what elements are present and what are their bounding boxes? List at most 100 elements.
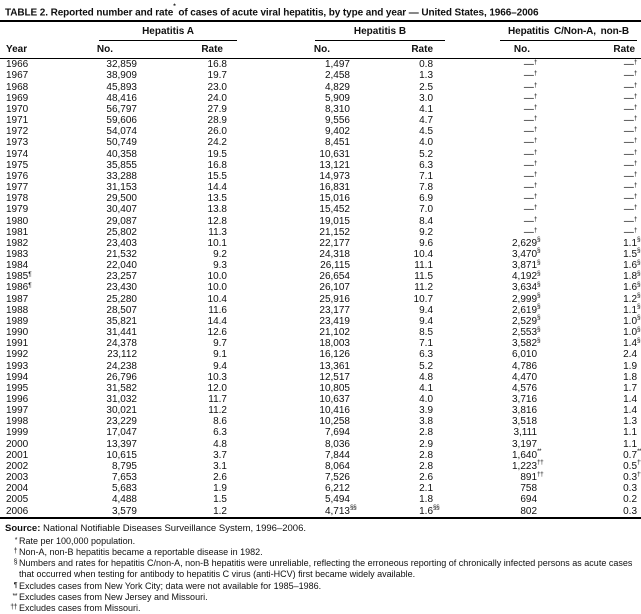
value-cell: 9,556 xyxy=(240,115,362,126)
value-cell: 25,280 xyxy=(72,294,150,305)
col-header-c-no: No. xyxy=(450,41,543,60)
cell-value: —† xyxy=(523,70,538,82)
value-cell: 9.4 xyxy=(362,305,450,316)
cell-value: 33,288 xyxy=(106,170,137,182)
value-cell: 24.0 xyxy=(150,93,240,104)
year-cell: 1996 xyxy=(0,394,72,405)
cell-value: 16,126 xyxy=(319,349,350,361)
value-cell: 1.2 xyxy=(150,506,240,518)
source-line: Source: National Notifiable Diseases Sur… xyxy=(0,519,641,534)
footnote-marker: † xyxy=(533,148,538,156)
cell-value: 14.4 xyxy=(207,315,227,327)
value-cell: —† xyxy=(542,93,641,104)
cell-value: 10.4 xyxy=(207,293,227,305)
table-row: 1979 30,407 13.8 15,452 7.0 —† —† xyxy=(0,204,641,215)
cell-value: 8.4 xyxy=(419,215,434,227)
footnote-text: Excludes cases from Missouri. xyxy=(19,602,141,613)
value-cell: 13.5 xyxy=(150,193,240,204)
cell-value: 3,470 § xyxy=(511,247,541,260)
cell-value: 1.2 § xyxy=(623,292,641,305)
cell-value: 8,064 xyxy=(324,460,350,472)
cell-value: 1998 xyxy=(6,416,29,428)
cell-value: 10.7 xyxy=(413,293,434,305)
cell-value: —† xyxy=(523,159,538,171)
value-cell: 22,040 xyxy=(72,260,150,271)
year-cell: 1982 xyxy=(0,238,72,249)
footnote: † Non-A, non-B hepatitis became a reporta… xyxy=(5,547,638,558)
cell-value: 21,532 xyxy=(106,248,137,260)
cell-value: 29,500 xyxy=(106,193,137,205)
footnote-marker: † xyxy=(533,92,538,100)
table-row: 1971 59,606 28.9 9,556 4.7 —† —† xyxy=(0,115,641,126)
footnote-marker: §§ xyxy=(350,504,357,512)
cell-value: 1.1 § xyxy=(623,303,641,316)
cell-value: 1988 xyxy=(6,304,29,316)
cell-value: 9.6 xyxy=(419,237,434,249)
value-cell: 26.0 xyxy=(150,126,240,137)
value-cell: 23,112 xyxy=(72,349,150,360)
cell-value: 1968 xyxy=(6,81,29,93)
cell-value: 21,102 xyxy=(319,327,350,339)
value-cell: 2.8 xyxy=(362,450,450,461)
cell-value: 1990 xyxy=(6,327,29,339)
cell-value: —† xyxy=(623,215,638,227)
value-cell: 11.2 xyxy=(362,282,450,293)
value-cell: 6,010 xyxy=(450,349,542,360)
value-cell: 1.7 xyxy=(542,383,641,394)
cell-value: 26.0 xyxy=(207,126,227,138)
value-cell: 6.3 xyxy=(362,349,450,360)
value-cell: 9.7 xyxy=(150,338,240,349)
value-cell: 2.6 xyxy=(150,472,240,483)
value-cell: —† xyxy=(450,227,542,238)
cell-value: 30,021 xyxy=(106,405,137,417)
value-cell: —† xyxy=(542,82,641,93)
year-cell: 1967 xyxy=(0,70,72,81)
value-cell: 5,683 xyxy=(72,483,150,494)
value-cell: 7.8 xyxy=(362,182,450,193)
cell-value: 0.3 xyxy=(623,505,638,517)
value-cell: 8,451 xyxy=(240,137,362,148)
value-cell: 38,909 xyxy=(72,70,150,81)
cell-value: 3.1 xyxy=(213,460,227,472)
footnote-marker: § xyxy=(637,303,641,311)
year-cell: 1991 xyxy=(0,338,72,349)
year-cell: 1987 xyxy=(0,294,72,305)
table-row: 2006 3,579 1.2 4,713 §§ 1.6 §§ 802 0.3 xyxy=(0,504,641,518)
cell-value: 16.8 xyxy=(207,159,227,171)
value-cell: 35,855 xyxy=(72,160,150,171)
value-cell: 2,619 § xyxy=(450,303,542,316)
value-cell: 2.1 xyxy=(362,483,450,494)
value-cell: 23,430 xyxy=(72,282,150,293)
cell-value: 50,749 xyxy=(106,137,137,149)
table-row: 1992 23,112 9.1 16,126 6.3 6,010 2.4 xyxy=(0,349,641,360)
cell-value: 2.6 xyxy=(419,472,434,484)
table-row: 1995 31,582 12.0 10,805 4.1 4,576 1.7 xyxy=(0,383,641,394)
cell-value: 13.5 xyxy=(207,193,227,205)
cell-value: 1976 xyxy=(6,170,29,182)
cell-value: 9.4 xyxy=(419,315,434,327)
footnote: § Numbers and rates for hepatitis C/non-A… xyxy=(5,558,638,580)
cell-value: 4,192 § xyxy=(511,269,541,283)
year-cell: 1985¶ xyxy=(0,271,72,282)
cell-value: 3,816 xyxy=(511,405,538,417)
cell-value: 7.8 xyxy=(419,182,434,194)
cell-value: 3,518 xyxy=(511,416,538,428)
year-cell: 2001 xyxy=(0,450,72,461)
value-cell: 1.2 § xyxy=(542,292,641,305)
value-cell: 10.3 xyxy=(150,372,240,383)
footnote-marker: † xyxy=(633,70,638,78)
value-cell: 3,197 xyxy=(450,439,542,450)
value-cell: 12,517 xyxy=(240,372,362,383)
cell-value: 758 xyxy=(520,483,538,495)
value-cell: 11.1 xyxy=(362,260,450,271)
cell-value: 23.0 xyxy=(207,81,227,93)
cell-value: —† xyxy=(623,226,638,238)
year-cell: 1974 xyxy=(0,149,72,160)
value-cell: 6,212 xyxy=(240,483,362,494)
cell-value: 1.1 xyxy=(623,438,638,450)
table-row: 1975 35,855 16.8 13,121 6.3 —† —† xyxy=(0,160,641,171)
cell-value: —† xyxy=(623,103,638,115)
cell-value: 1.9 xyxy=(623,360,638,372)
value-cell: 1.3 xyxy=(542,416,641,427)
table-row: 1986¶ 23,430 10.0 26,107 11.2 3,634 § 1.6 § xyxy=(0,281,641,294)
